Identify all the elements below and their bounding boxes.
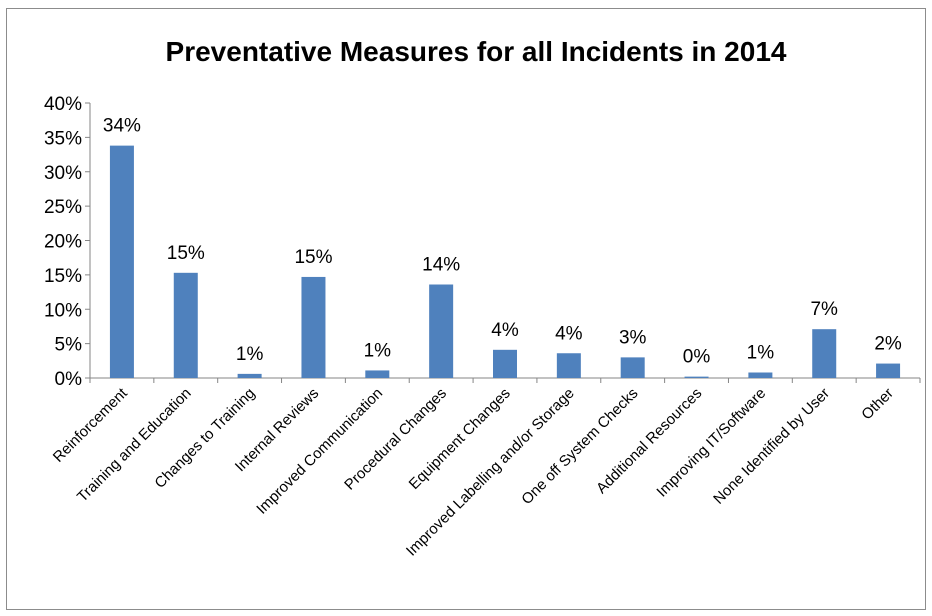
bar xyxy=(301,276,326,378)
bar xyxy=(556,353,581,378)
chart-title: Preventative Measures for all Incidents … xyxy=(166,36,787,67)
data-label: 15% xyxy=(167,243,205,264)
bar-chart: Preventative Measures for all Incidents … xyxy=(44,36,921,560)
y-axis-ticks: 0% 5% 10% 15% 20% 25% 30% 35% 40% xyxy=(44,94,90,390)
data-label: 4% xyxy=(491,320,519,341)
data-label: 1% xyxy=(747,343,775,364)
bar xyxy=(748,372,773,378)
data-label: 4% xyxy=(555,323,583,344)
y-tick-label: 20% xyxy=(44,232,82,253)
bar xyxy=(365,370,390,378)
x-tick-label: Additional Resources xyxy=(593,385,705,497)
bar xyxy=(620,357,645,378)
data-label: 14% xyxy=(422,255,460,276)
y-tick-label: 35% xyxy=(44,128,82,149)
data-label: 1% xyxy=(364,340,392,361)
bar xyxy=(109,145,134,378)
bars xyxy=(109,145,901,378)
y-tick-label: 5% xyxy=(55,335,83,356)
data-label: 3% xyxy=(619,327,647,348)
x-tick-label: Other xyxy=(858,385,897,424)
data-label: 15% xyxy=(294,247,332,268)
data-labels: 34% 15% 1% 15% 1% 14% 4% 4% 3% 0% 1% 7% 2% xyxy=(103,116,902,368)
data-label: 7% xyxy=(810,299,838,320)
x-tick-label: Training and Education xyxy=(74,385,195,506)
data-label: 1% xyxy=(236,344,264,365)
data-label: 2% xyxy=(874,334,902,355)
y-tick-label: 25% xyxy=(44,197,82,218)
y-tick-label: 15% xyxy=(44,266,82,287)
bar xyxy=(684,376,709,378)
x-tick-label: None Identified by User xyxy=(710,385,833,508)
bar xyxy=(876,363,901,378)
bar xyxy=(173,272,198,378)
x-tick-label: Improving IT/Software xyxy=(653,385,769,501)
bar xyxy=(237,373,262,378)
y-tick-label: 30% xyxy=(44,163,82,184)
x-tick-label: One off System Checks xyxy=(518,385,641,508)
y-tick-label: 40% xyxy=(44,94,82,115)
chart-frame: Preventative Measures for all Incidents … xyxy=(6,8,926,610)
bar xyxy=(812,329,837,378)
data-label: 0% xyxy=(683,347,711,368)
axes xyxy=(89,103,921,383)
y-tick-label: 0% xyxy=(55,369,83,390)
bar xyxy=(429,284,454,378)
data-label: 34% xyxy=(103,116,141,137)
bar xyxy=(493,349,517,378)
y-tick-label: 10% xyxy=(44,300,82,321)
x-tick-label: Improved Communication xyxy=(253,385,386,518)
